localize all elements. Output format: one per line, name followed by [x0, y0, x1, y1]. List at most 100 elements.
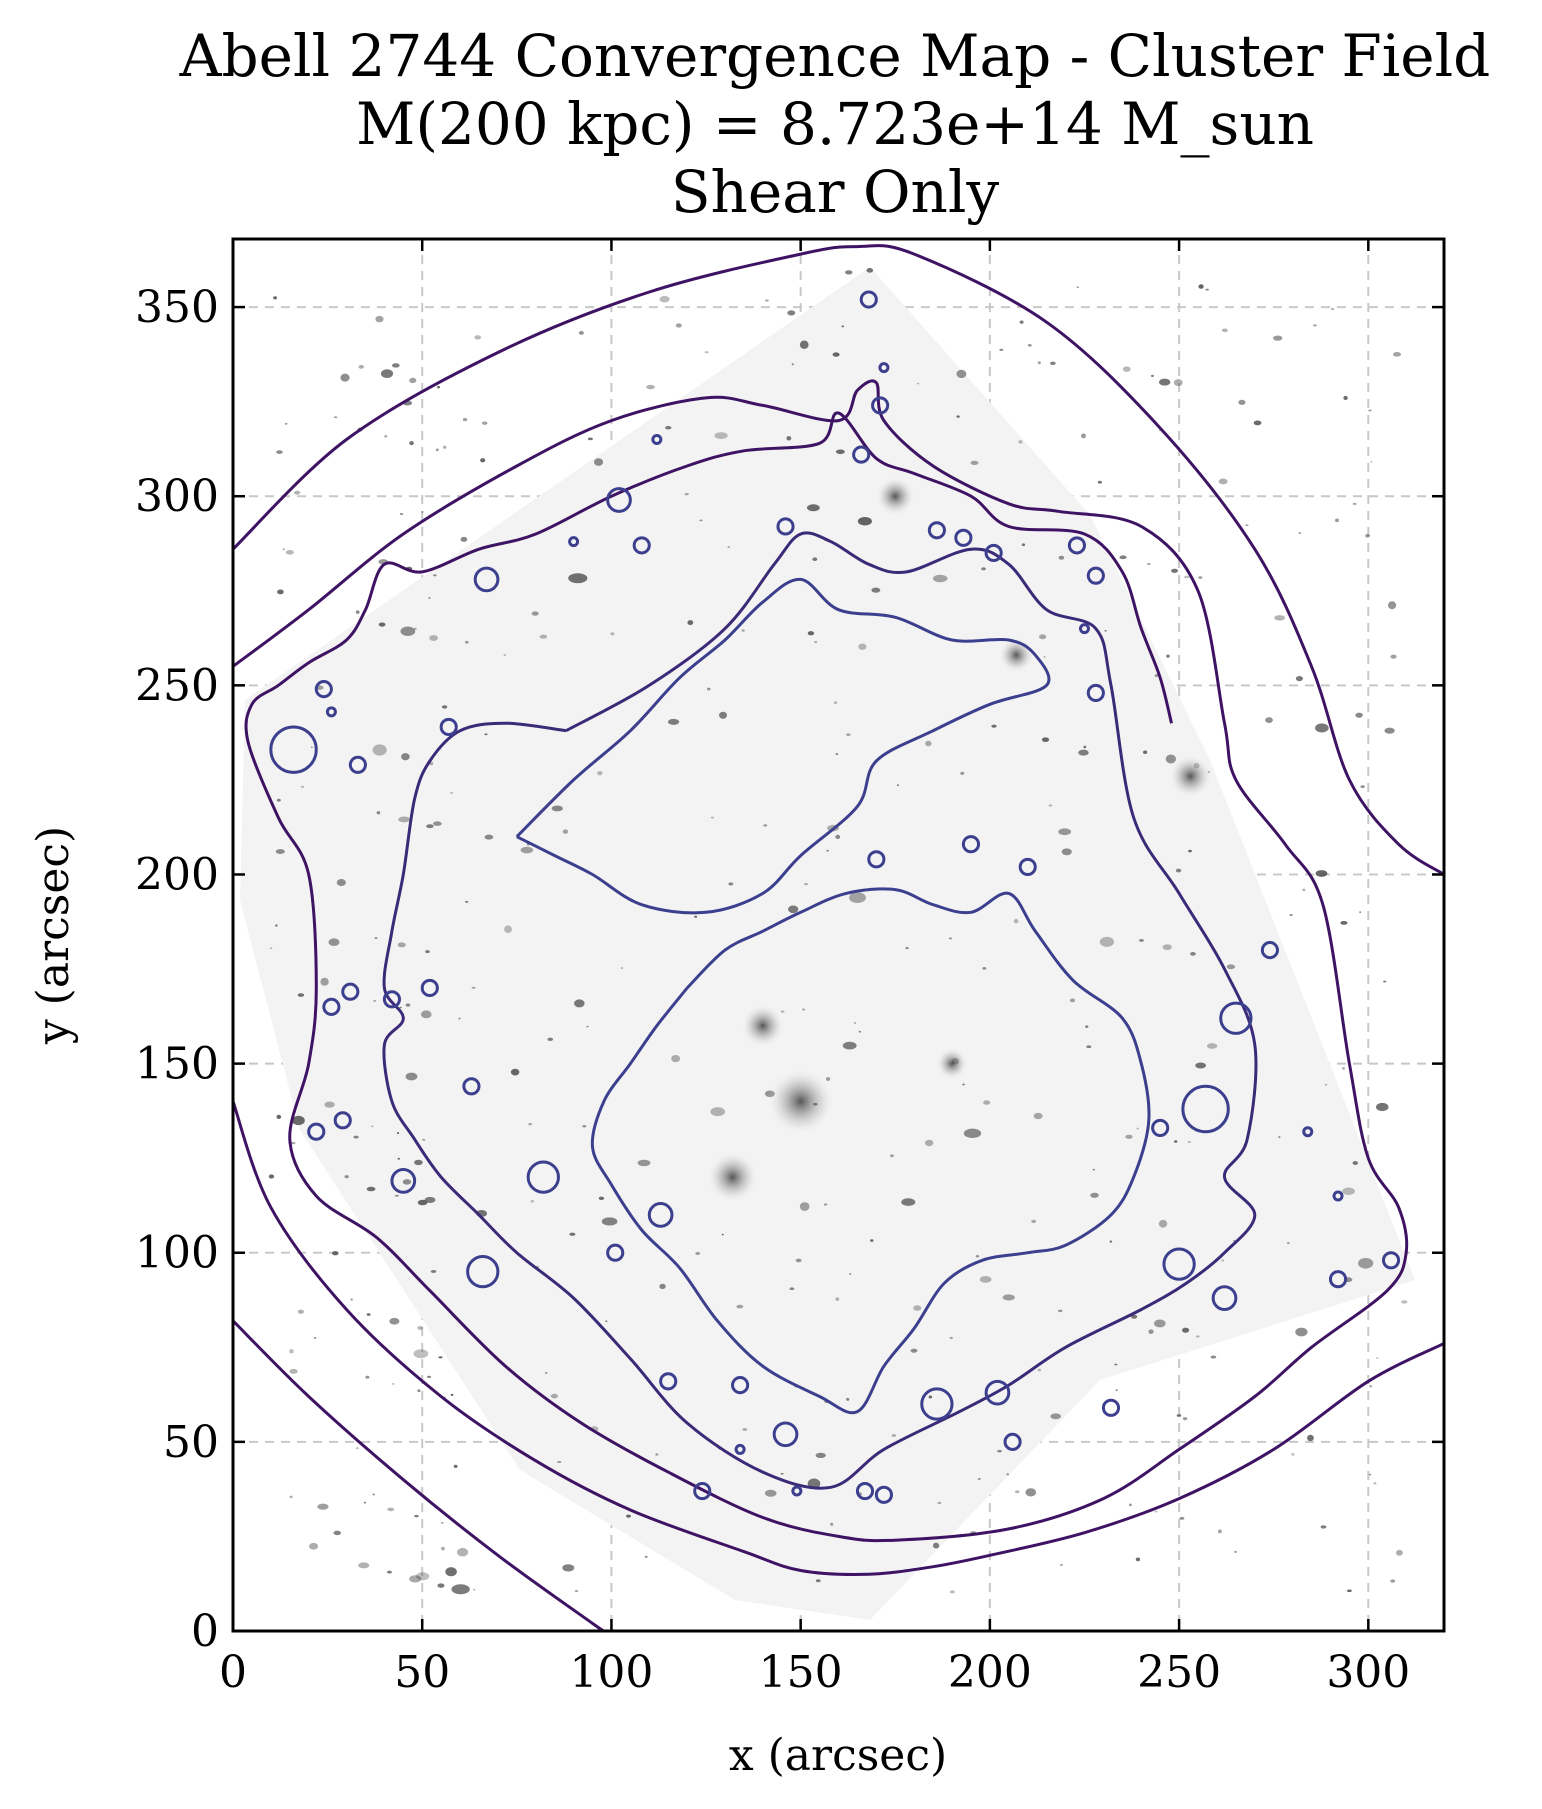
galaxy	[956, 369, 967, 379]
galaxy	[1273, 335, 1283, 341]
galaxy	[807, 631, 815, 636]
galaxy	[695, 1252, 701, 1256]
galaxy	[277, 589, 284, 595]
galaxy	[704, 351, 709, 354]
contour-ring	[647, 1202, 674, 1228]
galaxy	[435, 448, 439, 452]
contour-ring	[462, 1077, 481, 1096]
galaxy	[464, 640, 469, 644]
galaxy	[409, 377, 417, 384]
galaxy	[671, 1054, 681, 1063]
galaxy	[787, 310, 796, 316]
contour-ring	[791, 1485, 803, 1497]
galaxy	[284, 422, 288, 425]
galaxy	[1373, 1482, 1377, 1485]
galaxy	[1198, 284, 1204, 289]
contour-ring	[1302, 1126, 1314, 1138]
galaxy	[1078, 749, 1089, 756]
y-tick-label: 200	[135, 849, 219, 900]
galaxy	[1278, 1136, 1281, 1139]
galaxy	[858, 1030, 862, 1033]
galaxy	[557, 1460, 562, 1463]
contour-ring	[1328, 1270, 1348, 1289]
galaxy	[399, 512, 404, 516]
galaxy	[721, 1233, 724, 1236]
bright-cluster-galaxy	[875, 476, 916, 517]
x-tick-label: 150	[759, 1647, 843, 1698]
contour-ring	[382, 990, 402, 1009]
contour-ring	[852, 445, 871, 464]
galaxy	[310, 746, 313, 749]
galaxy	[568, 573, 588, 584]
chart-title-line-3: Shear Only	[671, 158, 1000, 226]
galaxy	[667, 718, 680, 725]
galaxy	[425, 950, 430, 954]
contour-ring	[341, 982, 360, 1001]
galaxy	[997, 1449, 1002, 1453]
galaxy	[910, 1348, 918, 1353]
galaxy	[1302, 888, 1306, 892]
galaxy	[991, 724, 997, 728]
galaxy	[1150, 374, 1155, 378]
galaxy	[710, 1107, 726, 1117]
galaxy	[1021, 543, 1026, 547]
galaxy	[799, 1202, 810, 1211]
galaxy	[675, 323, 682, 328]
galaxy	[714, 432, 728, 439]
galaxy	[297, 1309, 304, 1314]
galaxy	[1392, 352, 1402, 357]
galaxy	[458, 1017, 461, 1020]
galaxy	[409, 441, 414, 446]
galaxy	[963, 1128, 982, 1138]
galaxy	[1154, 1319, 1166, 1328]
galaxy	[975, 1255, 980, 1258]
galaxy	[644, 1555, 648, 1558]
galaxy	[1038, 634, 1047, 640]
galaxy	[970, 460, 979, 466]
galaxy	[1253, 420, 1262, 426]
galaxy	[413, 1349, 429, 1359]
contour-ring	[772, 1421, 799, 1448]
galaxy	[826, 1077, 831, 1081]
contour-level-7	[590, 887, 1151, 1415]
galaxy	[1130, 1314, 1138, 1319]
galaxy	[1330, 307, 1335, 311]
contour-ring	[632, 536, 651, 555]
galaxy	[891, 1433, 897, 1437]
galaxy	[981, 567, 986, 571]
galaxy	[1013, 918, 1019, 924]
galaxy	[826, 849, 829, 852]
galaxy	[451, 1584, 470, 1595]
galaxy	[417, 1325, 423, 1330]
galaxy	[835, 753, 839, 755]
galaxy	[397, 942, 406, 948]
galaxy	[950, 1590, 955, 1594]
galaxy	[1187, 1141, 1191, 1143]
galaxy	[1166, 654, 1170, 658]
contour-ring	[439, 717, 458, 737]
galaxy	[429, 635, 438, 642]
galaxy	[1217, 1529, 1222, 1534]
galaxy	[1002, 1294, 1015, 1301]
galaxy	[1014, 1490, 1020, 1494]
galaxy	[620, 967, 624, 969]
galaxy	[273, 296, 278, 300]
galaxy	[1210, 1355, 1217, 1359]
galaxy	[1182, 1417, 1188, 1421]
galaxy	[610, 632, 615, 636]
galaxy	[830, 1522, 834, 1526]
contour-level-4	[233, 379, 1409, 1543]
galaxy	[520, 846, 534, 854]
galaxy	[276, 798, 281, 802]
galaxy	[503, 654, 507, 656]
galaxy	[983, 1100, 991, 1105]
galaxy	[835, 1297, 840, 1301]
galaxy	[949, 1336, 953, 1339]
galaxy	[421, 511, 424, 513]
galaxy	[1195, 1335, 1200, 1338]
galaxy	[1048, 804, 1053, 807]
contour-ring	[659, 1372, 678, 1391]
contour-ring	[269, 725, 318, 774]
galaxy	[424, 1196, 436, 1204]
galaxy	[960, 771, 965, 775]
